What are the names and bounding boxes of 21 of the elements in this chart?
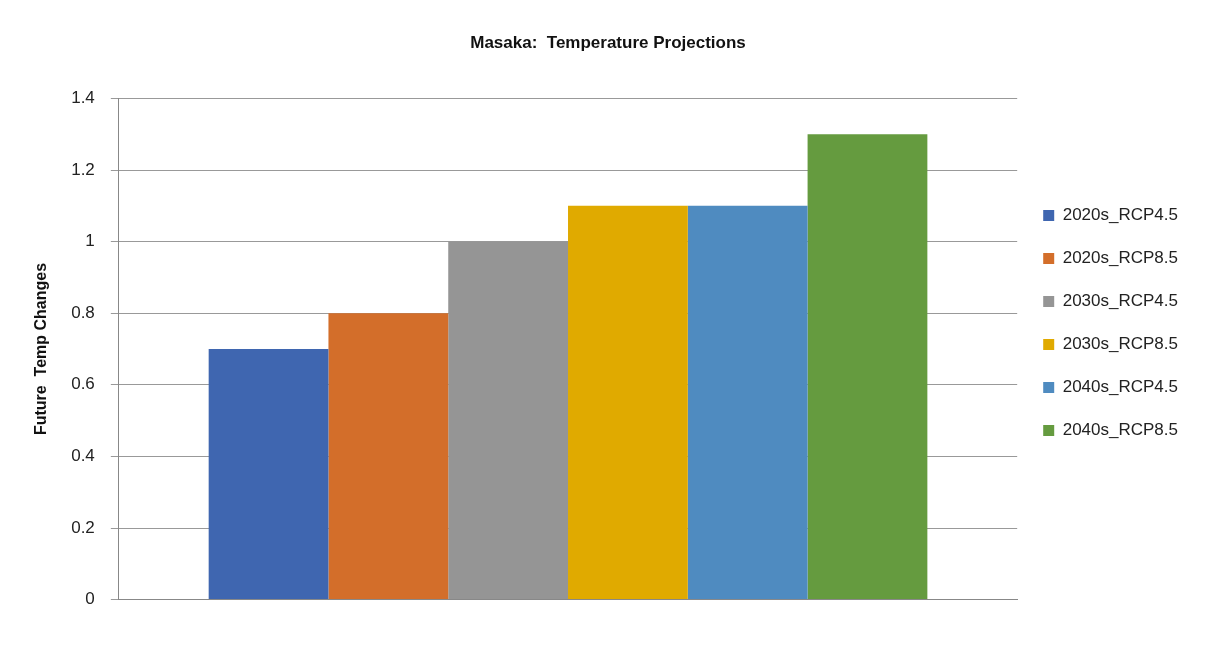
y-tick-label: 0.2 [71, 517, 95, 537]
legend-label: 2040s_RCP8.5 [1062, 420, 1179, 440]
legend-label: 2020s_RCP8.5 [1062, 248, 1179, 268]
y-tick-label: 0.4 [71, 446, 95, 466]
legend-label: 2030s_RCP4.5 [1062, 291, 1179, 311]
y-tick-label: 0.6 [71, 374, 95, 394]
bar [328, 313, 449, 600]
bar [687, 205, 808, 600]
chart-title: Masaka: Temperature Projections [470, 32, 746, 52]
bar [807, 134, 928, 600]
y-tick-label: 0.8 [71, 302, 95, 322]
y-tick-label: 1 [85, 231, 95, 251]
bar [208, 349, 329, 600]
y-axis-title: Future Temp Changes [32, 262, 50, 436]
y-tick-label: 1.4 [71, 88, 95, 108]
legend-label: 2030s_RCP8.5 [1062, 334, 1179, 354]
legend-label: 2020s_RCP4.5 [1062, 205, 1179, 225]
y-tick-label: 1.2 [71, 159, 95, 179]
bar [568, 205, 688, 600]
legend-label: 2040s_RCP4.5 [1062, 377, 1179, 397]
y-tick-label: 0 [85, 589, 95, 609]
